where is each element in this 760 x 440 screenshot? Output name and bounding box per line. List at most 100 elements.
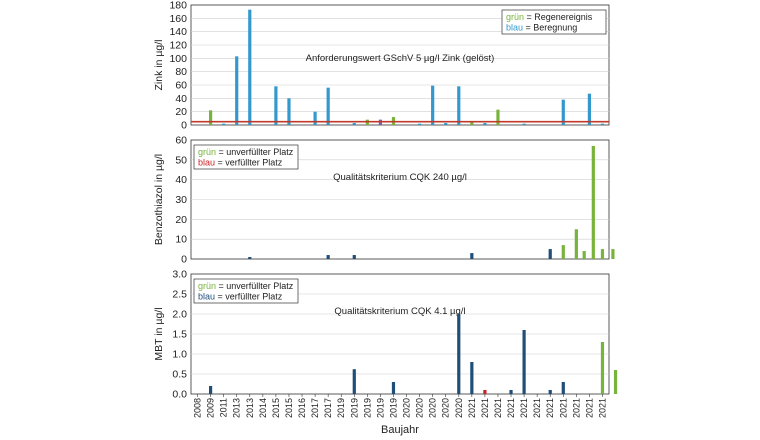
bar-0-13	[431, 85, 435, 125]
y-tick-label: 2.0	[172, 309, 187, 321]
bar-2-3	[457, 314, 461, 394]
bar-0-0	[208, 110, 213, 125]
bar-2-9	[561, 382, 565, 394]
y-tick-label: 100	[169, 53, 187, 65]
legend-box	[193, 278, 299, 304]
y-tick-label: 10	[175, 234, 187, 246]
x-tick-label: 2020	[454, 398, 464, 418]
bar-0-20	[561, 99, 565, 125]
bar-1-7	[582, 251, 586, 259]
bar-1-4	[548, 249, 552, 259]
bar-2-11	[613, 370, 618, 394]
y-tick-label: 20	[175, 106, 187, 118]
y-tick-label: 1.5	[172, 329, 187, 341]
legend-text: = Beregnung	[523, 23, 577, 33]
x-tick-label: 2021	[519, 398, 529, 418]
x-axis-label: Baujahr	[381, 424, 419, 436]
x-tick-label: 2021	[480, 398, 490, 418]
y-tick-label: 1.0	[172, 349, 187, 361]
bar-1-8	[591, 145, 595, 259]
legend-text: = verfüllter Platz	[215, 158, 283, 168]
annotation-text: Anforderungswert GSchV 5 µg/l Zink (gelö…	[306, 53, 495, 64]
y-tick-label: 40	[175, 93, 187, 105]
legend-box	[193, 144, 299, 170]
y-tick-label: 3.0	[172, 269, 187, 281]
x-tick-label: 2019	[349, 398, 359, 418]
y-tick-label: 0.0	[172, 389, 187, 401]
annotation-text: Qualitätskriterium CQK 240 µg/l	[333, 172, 467, 183]
x-tick-label: 2017	[310, 398, 320, 418]
bar-2-8	[548, 390, 552, 394]
x-tick-label: 2014	[258, 398, 268, 418]
y-tick-label: 0	[181, 254, 187, 266]
annotation-text: Qualitätskriterium CQK 4.1 µg/l	[334, 306, 465, 317]
bar-1-3	[470, 253, 474, 259]
x-tick-label: 2021	[571, 398, 581, 418]
bar-0-6	[313, 111, 317, 125]
bar-0-17	[483, 123, 487, 125]
bar-0-22	[600, 123, 605, 125]
legend-color-word: grün	[506, 12, 524, 22]
bar-0-2	[235, 56, 239, 126]
x-tick-label: 2020	[402, 398, 412, 418]
x-tick-label: 2021	[467, 398, 477, 418]
bar-0-8	[352, 123, 356, 125]
y-tick-label: 160	[169, 13, 187, 25]
bar-0-18	[496, 109, 500, 125]
bar-2-0	[208, 386, 213, 394]
legend-text: = unverfüllter Platz	[216, 281, 294, 291]
bar-1-1	[326, 255, 330, 259]
bar-1-6	[574, 229, 578, 259]
bar-0-1	[222, 123, 226, 125]
x-tick-label: 2021	[597, 398, 607, 418]
y-tick-label: 20	[175, 214, 187, 226]
bar-1-2	[352, 255, 356, 259]
bar-2-1	[352, 369, 356, 394]
x-tick-label: 2021	[584, 398, 594, 418]
x-tick-label: 2021	[506, 398, 516, 418]
bar-0-3	[248, 9, 252, 126]
legend-color-word: grün	[198, 281, 216, 291]
y-tick-label: 80	[175, 66, 187, 78]
bar-1-5	[561, 245, 565, 259]
y-axis-label: MBT in µg/l	[153, 307, 165, 360]
y-tick-label: 40	[175, 174, 187, 186]
legend-color-word: grün	[198, 147, 216, 157]
bar-0-21	[587, 93, 592, 125]
bar-2-4	[470, 362, 474, 394]
bar-2-5	[483, 390, 487, 394]
bar-1-10	[611, 249, 615, 259]
legend-entry: blau = verfüllter Platz	[198, 158, 283, 168]
bar-0-12	[417, 123, 422, 125]
x-tick-label: 2019	[375, 398, 385, 418]
x-tick-label: 2011	[219, 398, 229, 417]
y-tick-label: 120	[169, 40, 187, 52]
x-tick-label: 2020	[428, 398, 438, 418]
legend-color-word: blau	[198, 292, 215, 302]
bar-2-7	[522, 330, 526, 394]
y-tick-label: 140	[169, 26, 187, 38]
legend-entry: blau = verfüllter Platz	[198, 292, 283, 302]
y-axis-label: Benzothiazol in µg/l	[153, 154, 165, 245]
x-tick-label: 2015	[284, 398, 294, 418]
x-tick-label: 2021	[558, 398, 568, 418]
x-tick-label: 2019	[388, 398, 398, 418]
legend-color-word: blau	[198, 158, 215, 168]
x-tick-label: 2016	[297, 398, 307, 418]
y-tick-label: 0.5	[172, 369, 187, 381]
x-tick-label: 2020	[441, 398, 451, 418]
bar-0-15	[457, 86, 461, 125]
y-tick-label: 30	[175, 194, 187, 206]
x-tick-label: 2019	[336, 398, 346, 418]
legend-box	[501, 9, 607, 35]
bar-1-0	[248, 257, 252, 259]
x-tick-label: 2020	[415, 398, 425, 418]
bar-0-4	[274, 86, 278, 125]
y-tick-label: 50	[175, 154, 187, 166]
x-tick-label: 2013	[232, 398, 242, 418]
y-tick-label: 60	[175, 80, 187, 92]
y-tick-label: 60	[175, 135, 187, 147]
bar-0-14	[444, 123, 448, 125]
x-tick-label: 2009	[206, 398, 216, 418]
